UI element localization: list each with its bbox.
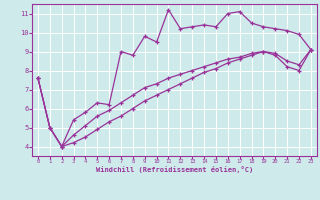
X-axis label: Windchill (Refroidissement éolien,°C): Windchill (Refroidissement éolien,°C) xyxy=(96,166,253,173)
